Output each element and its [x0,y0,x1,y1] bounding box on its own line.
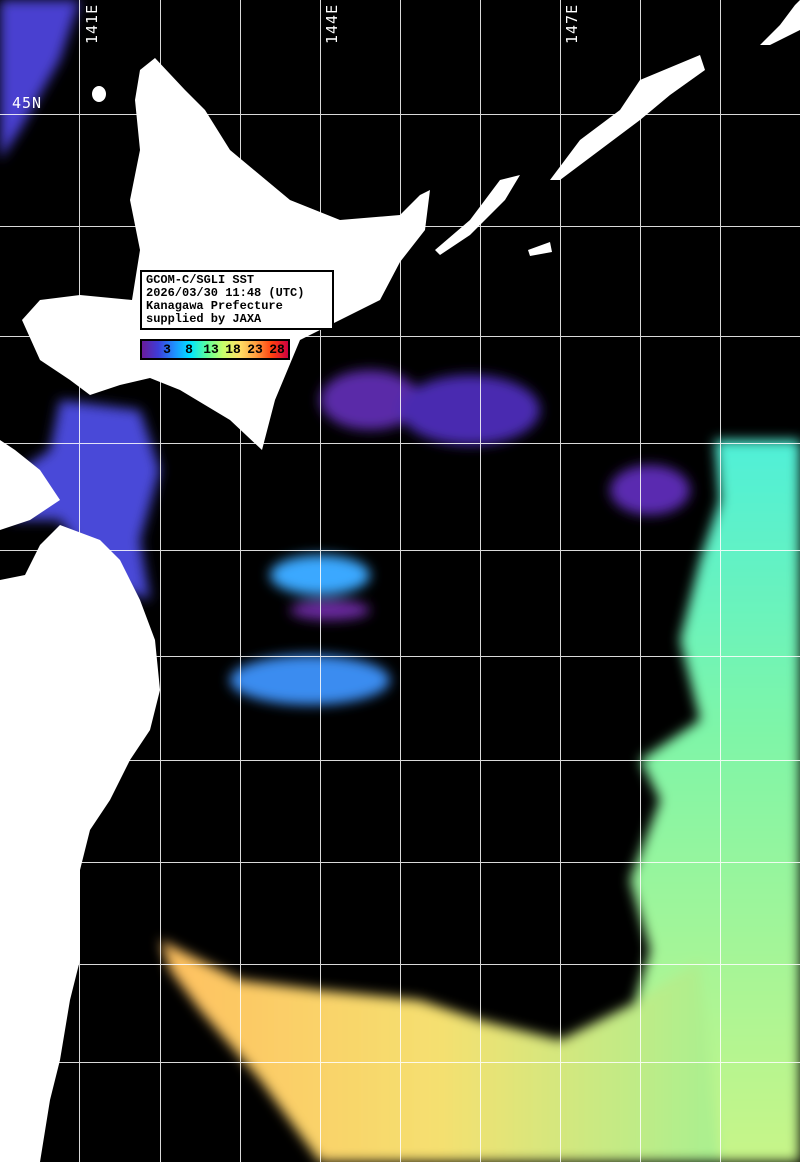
product-name: GCOM-C/SGLI SST [146,273,255,287]
hokkaido [22,58,430,450]
kuril-island [528,242,552,256]
sst-east [620,440,800,1162]
sst-blob [320,370,420,430]
sst-south [160,940,720,1162]
scale-tick: 18 [225,342,241,357]
title-box: GCOM-C/SGLI SST 2026/03/30 11:48 (UTC) K… [140,270,334,330]
lon-label-144e: 144E [323,3,341,44]
sst-blob [610,465,690,515]
scale-tick: 3 [163,342,171,357]
oshima-peninsula [0,440,60,530]
organization: Kanagawa Prefecture [146,299,283,313]
scale-tick: 13 [203,342,219,357]
kuril-island [760,0,800,45]
lat-label-45n: 45N [12,94,43,112]
kuril-island [550,55,705,180]
data-credit: supplied by JAXA [146,312,262,326]
sst-blob [290,600,370,620]
scale-tick: 28 [269,342,285,357]
timestamp: 2026/03/30 11:48 (UTC) [146,286,305,300]
sst-northwest [0,0,80,160]
sst-blob [400,375,540,445]
sst-blob [230,655,390,705]
lon-label-141e: 141E [83,3,101,44]
scale-tick: 23 [247,342,263,357]
color-scale-bar: 3 8 13 18 23 28 [140,339,290,360]
scale-tick: 8 [185,342,193,357]
kuril-island [435,175,520,255]
lon-label-147e: 147E [563,3,581,44]
rishiri-island [92,86,106,102]
